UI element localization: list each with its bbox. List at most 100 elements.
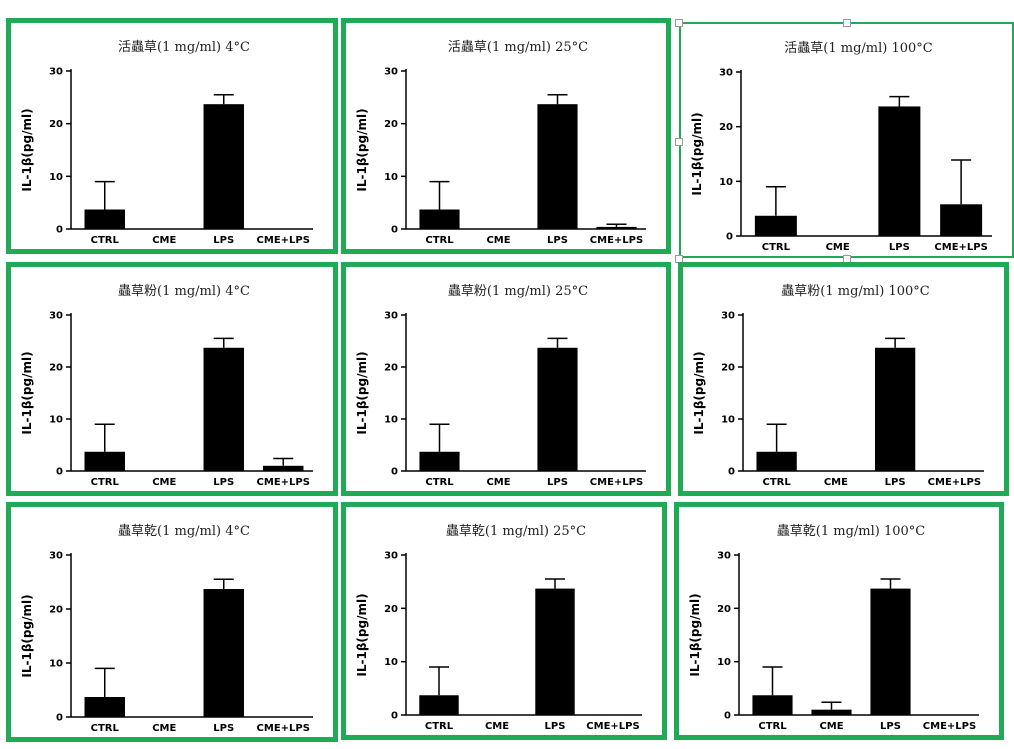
chart-svg-5: 蟲草粉(1 mg/ml) 25°C IL-1β(pg/ml) 0 10 20 30 CTRL… — [355, 284, 646, 488]
chart-svg-8: 蟲草乾(1 mg/ml) 25°C IL-1β(pg/ml) 0 10 20 30 CTRL… — [355, 524, 642, 732]
bar-lps — [203, 104, 244, 229]
chart-svg-3: 活蟲草(1 mg/ml) 100°C IL-1β(pg/ml) 0 10 20 30 CTR… — [690, 41, 992, 253]
x-category-label: CME — [486, 477, 510, 488]
chart-title: 蟲草粉(1 mg/ml) 100°C — [781, 284, 930, 299]
bar-ctrl — [419, 451, 460, 471]
bar-cme-plus-lps — [596, 226, 637, 229]
y-tick-label: 30 — [49, 551, 63, 562]
x-category-label: CTRL — [91, 477, 120, 488]
chart-panel-4: 蟲草粉(1 mg/ml) 4°C IL-1β(pg/ml) 0 10 20 30 CTRL C… — [6, 262, 338, 496]
x-category-label: CME — [486, 235, 510, 246]
y-axis-label: IL-1β(pg/ml) — [20, 351, 34, 434]
x-category-label: CTRL — [425, 235, 454, 246]
chart-title: 蟲草乾(1 mg/ml) 25°C — [446, 524, 586, 539]
y-tick-label: 10 — [384, 657, 398, 668]
y-tick-label: 0 — [724, 711, 731, 722]
chart-panel-1: 活蟲草(1 mg/ml) 4°C IL-1β(pg/ml) 0 10 20 30 CTRL C… — [6, 18, 338, 254]
y-tick-label: 0 — [391, 225, 398, 236]
bar-cme-plus-lps — [940, 204, 983, 236]
bar-lps — [874, 347, 916, 471]
y-tick-label: 30 — [384, 67, 398, 78]
y-axis-label: IL-1β(pg/ml) — [355, 593, 369, 676]
y-tick-label: 30 — [384, 551, 398, 562]
y-tick-label: 30 — [717, 551, 731, 562]
y-tick-label: 0 — [56, 225, 63, 236]
bar-cme-plus-lps — [263, 465, 304, 471]
y-axis-label: IL-1β(pg/ml) — [355, 351, 369, 434]
chart-panel-3[interactable]: 活蟲草(1 mg/ml) 100°C IL-1β(pg/ml) 0 10 20 30 CTR… — [679, 22, 1014, 258]
selection-handle-left[interactable] — [675, 138, 683, 146]
chart-svg-2: 活蟲草(1 mg/ml) 25°C IL-1β(pg/ml) 0 10 20 30 CTRL… — [355, 40, 646, 246]
chart-panel-7: 蟲草乾(1 mg/ml) 4°C IL-1β(pg/ml) 0 10 20 30 CTRL C… — [6, 502, 338, 742]
bar-lps — [870, 588, 911, 715]
x-category-label: CME — [824, 477, 848, 488]
x-category-label: CME+LPS — [586, 721, 639, 732]
chart-svg-7: 蟲草乾(1 mg/ml) 4°C IL-1β(pg/ml) 0 10 20 30 CTRL C… — [20, 524, 313, 734]
chart-title: 蟲草粉(1 mg/ml) 25°C — [448, 284, 588, 299]
chart-title: 活蟲草(1 mg/ml) 4°C — [118, 40, 250, 55]
bar-ctrl — [84, 697, 125, 717]
x-category-label: LPS — [885, 477, 906, 488]
bar-ctrl — [419, 695, 459, 715]
bar-lps — [537, 104, 578, 229]
x-category-label: CTRL — [425, 477, 454, 488]
y-tick-label: 30 — [49, 311, 63, 322]
selection-handle-top-left[interactable] — [675, 19, 683, 27]
y-tick-label: 20 — [384, 604, 398, 615]
y-tick-label: 30 — [384, 311, 398, 322]
chart-title: 蟲草乾(1 mg/ml) 100°C — [777, 524, 926, 539]
x-category-label: LPS — [547, 235, 568, 246]
y-tick-label: 10 — [719, 177, 733, 188]
x-category-label: LPS — [213, 235, 234, 246]
y-tick-label: 20 — [384, 119, 398, 130]
bar-ctrl — [756, 451, 797, 471]
y-tick-label: 10 — [49, 659, 63, 670]
bar-ctrl — [752, 695, 793, 715]
y-tick-label: 0 — [728, 467, 735, 478]
bar-ctrl — [84, 451, 125, 471]
x-category-label: LPS — [880, 721, 901, 732]
chart-svg-4: 蟲草粉(1 mg/ml) 4°C IL-1β(pg/ml) 0 10 20 30 CTRL C… — [20, 284, 313, 488]
y-tick-label: 0 — [726, 232, 733, 243]
y-axis-label: IL-1β(pg/ml) — [20, 594, 34, 677]
x-category-label: CME+LPS — [590, 477, 643, 488]
chart-panel-5: 蟲草粉(1 mg/ml) 25°C IL-1β(pg/ml) 0 10 20 30 CTRL… — [341, 262, 671, 496]
chart-title: 活蟲草(1 mg/ml) 100°C — [784, 41, 933, 56]
chart-title: 蟲草粉(1 mg/ml) 4°C — [118, 284, 250, 299]
y-tick-label: 10 — [721, 415, 735, 426]
x-category-label: LPS — [213, 477, 234, 488]
x-category-label: CTRL — [763, 477, 792, 488]
x-category-label: CME+LPS — [928, 477, 981, 488]
y-axis-label: IL-1β(pg/ml) — [20, 108, 34, 191]
y-tick-label: 30 — [721, 311, 735, 322]
x-category-label: LPS — [545, 721, 566, 732]
x-category-label: CME — [152, 477, 176, 488]
x-category-label: LPS — [547, 477, 568, 488]
selection-handle-top[interactable] — [843, 19, 851, 27]
x-category-label: CTRL — [91, 235, 120, 246]
x-category-label: CME+LPS — [590, 235, 643, 246]
y-tick-label: 20 — [717, 604, 731, 615]
y-tick-label: 20 — [719, 122, 733, 133]
y-axis-label: IL-1β(pg/ml) — [688, 593, 702, 676]
chart-panel-2: 活蟲草(1 mg/ml) 25°C IL-1β(pg/ml) 0 10 20 30 CTRL… — [341, 18, 671, 254]
bar-lps — [537, 347, 578, 471]
y-axis-label: IL-1β(pg/ml) — [692, 351, 706, 434]
x-category-label: CME — [152, 723, 176, 734]
x-category-label: CTRL — [91, 723, 120, 734]
x-category-label: CME — [826, 242, 850, 253]
y-tick-label: 20 — [49, 119, 63, 130]
x-category-label: CME — [485, 721, 509, 732]
y-tick-label: 10 — [49, 172, 63, 183]
chart-svg-6: 蟲草粉(1 mg/ml) 100°C IL-1β(pg/ml) 0 10 20 30 CTR… — [692, 284, 984, 488]
y-tick-label: 0 — [56, 467, 63, 478]
x-category-label: CME — [152, 235, 176, 246]
y-tick-label: 0 — [56, 713, 63, 724]
x-category-label: CTRL — [425, 721, 454, 732]
x-category-label: CME+LPS — [257, 477, 310, 488]
y-tick-label: 30 — [49, 67, 63, 78]
chart-panel-6: 蟲草粉(1 mg/ml) 100°C IL-1β(pg/ml) 0 10 20 30 CTR… — [678, 262, 1009, 496]
bar-ctrl — [84, 209, 125, 229]
chart-svg-1: 活蟲草(1 mg/ml) 4°C IL-1β(pg/ml) 0 10 20 30 CTRL C… — [20, 40, 313, 246]
y-tick-label: 20 — [49, 605, 63, 616]
